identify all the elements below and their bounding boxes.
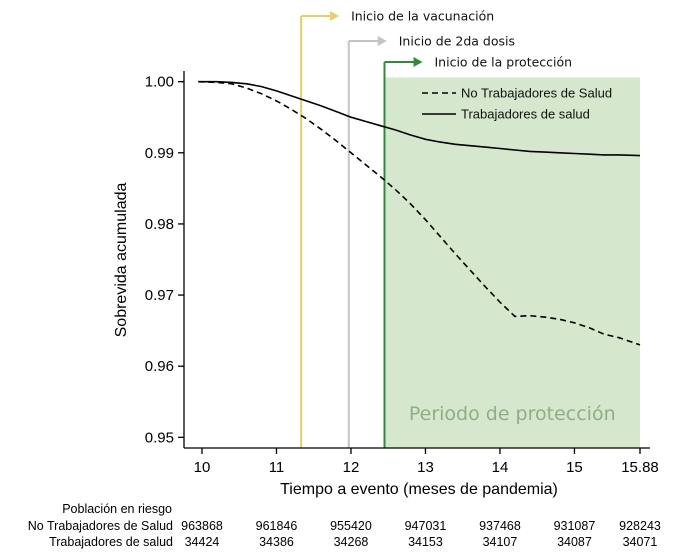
risk-cell: 947031 [405,519,447,533]
protection-period-shade [384,77,640,448]
risk-cell: 931087 [554,519,596,533]
y-tick-label: 0.96 [145,358,174,375]
x-tick-label: 15 [566,459,583,476]
arrow-head-icon [377,36,387,46]
marker-label: Inicio de la protección [435,55,573,70]
arrow-head-icon [413,57,423,67]
x-tick-label: 14 [492,459,509,476]
series-line-1 [198,80,641,346]
risk-cell: 34268 [334,535,369,549]
x-tick-label: 11 [269,459,285,476]
marker-label: Inicio de 2da dosis [399,34,515,49]
risk-row-label: No Trabajadores de Salud [28,519,173,533]
risk-cell: 963868 [181,519,223,533]
legend: No Trabajadores de Salud Trabajadores de … [422,86,612,122]
x-tick-label: 15.88 [621,459,659,476]
risk-cell: 928243 [619,519,661,533]
legend-label: Trabajadores de salud [461,107,590,122]
risk-cell: 955420 [330,519,372,533]
y-tick-label: 0.95 [145,429,174,446]
axes: 10 11 12 13 14 15 15.88 0.95 0.96 0.97 0.98 0.99 1.0… [145,71,659,476]
arrow-head-icon [330,11,340,21]
protection-period-label: Periodo de protección [409,403,616,425]
y-axis-title: Sobrevida acumulada [113,183,130,338]
survival-curves [198,80,641,346]
y-tick-label: 0.98 [145,216,174,233]
legend-label: No Trabajadores de Salud [461,86,612,101]
x-axis-title: Tiempo a evento (meses de pandemia) [280,481,558,498]
x-tick-label: 13 [417,459,434,476]
risk-table-title: Población en riesgo [62,502,172,516]
risk-row-label: Trabajadores de salud [49,535,173,549]
risk-cell: 34153 [408,535,443,549]
risk-cell: 961846 [256,519,298,533]
risk-cell: 34087 [557,535,592,549]
series-line-2 [198,80,641,157]
x-tick-label: 10 [194,459,211,476]
risk-cell: 937468 [479,519,521,533]
risk-cell: 34424 [185,535,220,549]
risk-cell: 34107 [483,535,518,549]
y-tick-label: 0.99 [145,145,174,162]
protection-period-region: Periodo de protección [384,77,640,448]
x-tick-label: 12 [343,459,360,476]
risk-cell: 34071 [623,535,658,549]
y-tick-label: 0.97 [145,287,174,304]
risk-cell: 34386 [259,535,294,549]
y-tick-label: 1.00 [145,74,174,91]
marker-label: Inicio de la vacunación [351,9,494,24]
risk-table: Población en riesgo No Trabajadores de Sa… [28,502,661,549]
